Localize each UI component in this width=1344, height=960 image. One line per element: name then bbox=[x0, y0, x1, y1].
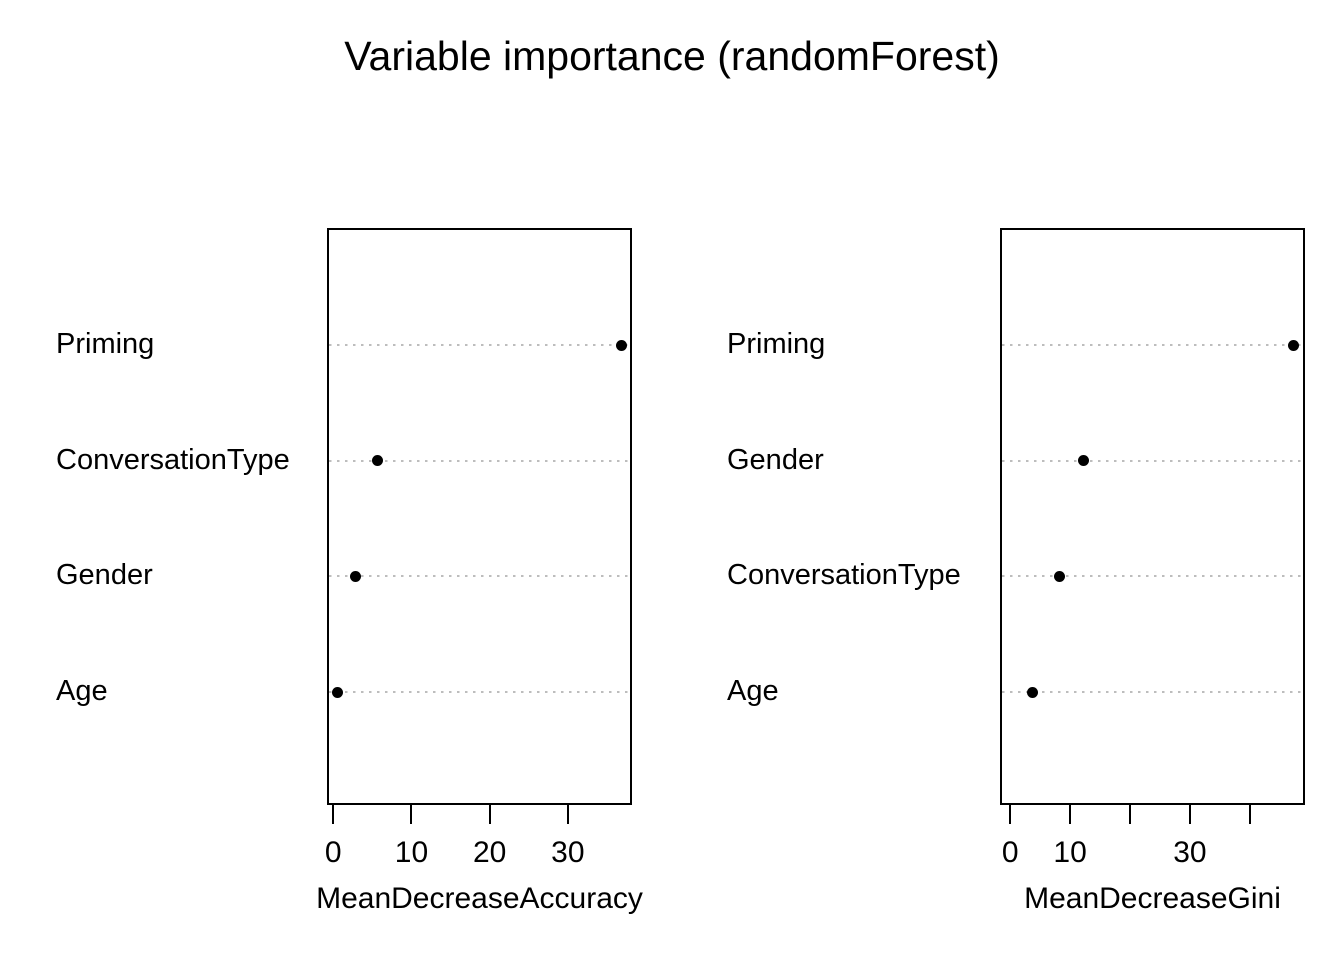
x-tick-label: 20 bbox=[472, 836, 507, 869]
x-tick bbox=[1248, 805, 1251, 824]
category-label-age: Age bbox=[727, 674, 779, 707]
x-tick bbox=[566, 805, 569, 824]
accuracy-axis-label: MeanDecreaseAccuracy bbox=[316, 882, 643, 915]
x-tick-label: 30 bbox=[1173, 836, 1207, 869]
x-tick bbox=[488, 805, 491, 824]
category-label-gender: Gender bbox=[56, 559, 153, 592]
gridline-priming bbox=[1002, 344, 1303, 346]
x-tick-label: 30 bbox=[551, 836, 585, 869]
gridline-gender bbox=[329, 575, 630, 578]
x-tick bbox=[1009, 805, 1012, 824]
data-point-age bbox=[1026, 686, 1038, 698]
data-point-priming bbox=[1287, 339, 1299, 351]
x-tick bbox=[332, 805, 335, 824]
category-label-conversationtype: ConversationType bbox=[56, 443, 290, 476]
data-point-age bbox=[331, 686, 343, 698]
x-tick bbox=[1129, 805, 1132, 824]
gridline-age bbox=[1002, 691, 1303, 693]
x-tick-label: 10 bbox=[1053, 836, 1087, 869]
x-tick-label: 10 bbox=[394, 836, 429, 869]
gridline-age bbox=[329, 691, 630, 693]
data-point-gender bbox=[349, 570, 361, 582]
data-point-conversationtype bbox=[1054, 570, 1066, 582]
gini-plot-box bbox=[1000, 228, 1305, 805]
gini-axis-label: MeanDecreaseGini bbox=[1024, 882, 1281, 915]
data-point-priming bbox=[616, 339, 628, 351]
x-tick-label: 0 bbox=[1001, 836, 1019, 869]
data-point-conversationtype bbox=[372, 455, 384, 467]
chart-title: Variable importance (randomForest) bbox=[344, 33, 1000, 79]
gridline-priming bbox=[329, 344, 630, 346]
category-label-age: Age bbox=[56, 674, 108, 707]
gridline-gender bbox=[1002, 459, 1303, 462]
data-point-gender bbox=[1077, 455, 1089, 467]
gridline-conversationtype bbox=[329, 459, 630, 462]
gridline-conversationtype bbox=[1002, 575, 1303, 578]
category-label-gender: Gender bbox=[727, 443, 824, 476]
category-label-conversationtype: ConversationType bbox=[727, 559, 961, 592]
category-label-priming: Priming bbox=[56, 327, 155, 360]
accuracy-plot-box bbox=[327, 228, 632, 805]
category-label-priming: Priming bbox=[727, 327, 826, 360]
x-tick-label: 0 bbox=[324, 836, 342, 869]
x-tick bbox=[1069, 805, 1072, 824]
x-tick bbox=[1188, 805, 1191, 824]
x-tick bbox=[410, 805, 413, 824]
